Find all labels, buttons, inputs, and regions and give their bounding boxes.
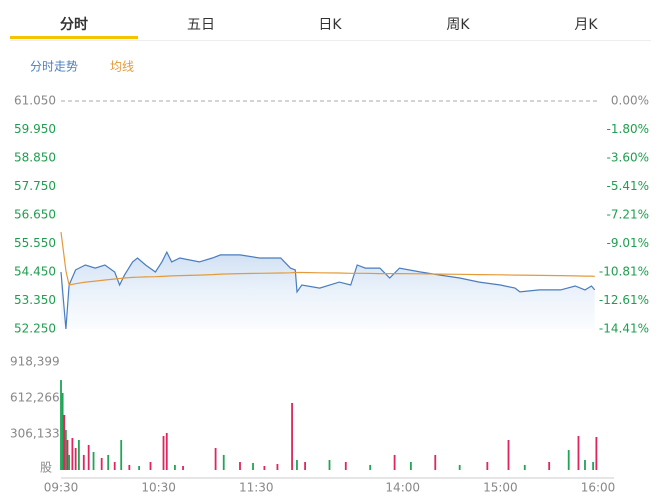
x-tick-label: 10:30 bbox=[141, 481, 176, 495]
legend-entry[interactable]: 均线 bbox=[110, 60, 134, 74]
volume-bar bbox=[486, 462, 489, 470]
volume-bar bbox=[344, 462, 347, 470]
tab[interactable]: 五日 bbox=[187, 17, 215, 33]
y-tick-label: 53.350 bbox=[14, 293, 56, 307]
volume-bar bbox=[458, 464, 461, 470]
volume-bar bbox=[595, 436, 598, 470]
tab[interactable]: 周K bbox=[446, 17, 470, 33]
y2-tick-label: -1.80% bbox=[607, 122, 649, 136]
x-tick-label: 15:00 bbox=[483, 481, 518, 495]
y-tick-label: 52.250 bbox=[14, 322, 56, 336]
volume-bar bbox=[78, 440, 80, 470]
tab[interactable]: 日K bbox=[318, 17, 342, 33]
y2-tick-label: -12.61% bbox=[599, 293, 649, 307]
tab[interactable]: 分时 bbox=[60, 16, 88, 33]
volume-bar bbox=[507, 440, 510, 470]
y2-tick-label: -5.41% bbox=[607, 179, 649, 193]
volume-bar bbox=[328, 460, 331, 470]
volume-bar bbox=[434, 454, 437, 470]
volume-bar bbox=[149, 462, 152, 470]
volume-bar bbox=[393, 454, 396, 470]
volume-bar bbox=[592, 462, 595, 470]
y2-tick-label: -7.21% bbox=[607, 208, 649, 222]
y-tick-label: 61.050 bbox=[14, 94, 56, 108]
y-tick-label: 56.650 bbox=[14, 208, 56, 222]
y-tick-label: 57.750 bbox=[14, 179, 56, 193]
volume-bar bbox=[162, 436, 165, 470]
volume-bar bbox=[523, 464, 526, 470]
volume-bar bbox=[113, 462, 116, 470]
average-line bbox=[60, 232, 595, 286]
x-tick-label: 14:00 bbox=[385, 481, 420, 495]
volume-bar bbox=[584, 460, 586, 470]
volume-bar bbox=[128, 464, 131, 470]
y-tick-label: 918,399 bbox=[10, 355, 60, 369]
volume-bar bbox=[64, 430, 67, 470]
y-tick-label: 59.950 bbox=[14, 122, 56, 136]
volume-bar bbox=[74, 448, 77, 470]
volume-bar bbox=[291, 402, 293, 470]
y-tick-label: 306,133 bbox=[10, 427, 60, 441]
y2-tick-label: 0.00% bbox=[611, 94, 649, 108]
volume-bar bbox=[239, 462, 241, 470]
y2-tick-label: -10.81% bbox=[599, 265, 649, 279]
volume-bar bbox=[63, 414, 66, 470]
volume-bar bbox=[82, 454, 85, 470]
volume-bar bbox=[252, 462, 254, 470]
volume-bar bbox=[60, 380, 62, 470]
volume-bar bbox=[107, 454, 110, 470]
volume-bar bbox=[548, 462, 551, 470]
volume-bar bbox=[304, 462, 306, 470]
volume-bar bbox=[276, 464, 279, 470]
price-area bbox=[61, 252, 595, 329]
price-line bbox=[60, 250, 596, 330]
x-tick-label: 16:00 bbox=[581, 481, 616, 495]
volume-bar bbox=[409, 462, 412, 470]
volume-bar bbox=[68, 454, 71, 470]
y-tick-label: 54.450 bbox=[14, 265, 56, 279]
volume-bar bbox=[174, 464, 176, 470]
y-tick-label: 612,266 bbox=[10, 391, 60, 405]
y-tick-label: 55.550 bbox=[14, 236, 56, 250]
volume-bar bbox=[214, 448, 217, 470]
y-tick-label: 58.850 bbox=[14, 151, 56, 165]
y2-tick-label: -9.01% bbox=[607, 236, 649, 250]
volume-bar bbox=[296, 460, 298, 470]
volume-bar bbox=[165, 432, 168, 470]
y2-tick-label: -3.60% bbox=[607, 150, 649, 164]
tab[interactable]: 月K bbox=[574, 17, 598, 33]
volume-bar bbox=[66, 440, 69, 470]
x-tick-label: 11:30 bbox=[239, 481, 274, 495]
volume-bar bbox=[71, 438, 74, 470]
volume-bar bbox=[138, 466, 141, 470]
volume-bar bbox=[263, 466, 266, 470]
volume-bar bbox=[369, 464, 372, 470]
x-tick-label: 09:30 bbox=[44, 481, 79, 495]
volume-bar bbox=[120, 440, 123, 470]
volume-bar bbox=[100, 458, 103, 470]
legend-entry[interactable]: 分时走势 bbox=[30, 60, 78, 74]
volume-bar bbox=[577, 436, 580, 470]
volume-bar bbox=[222, 454, 225, 470]
volume-bar bbox=[567, 450, 570, 470]
tab-underline bbox=[10, 36, 138, 39]
y-tick-label: 股 bbox=[40, 461, 52, 475]
volume-bar bbox=[61, 392, 64, 470]
volume-bar bbox=[182, 466, 184, 470]
y2-tick-label: -14.41% bbox=[599, 322, 649, 336]
volume-bar bbox=[87, 444, 90, 470]
volume-bar bbox=[92, 452, 95, 470]
